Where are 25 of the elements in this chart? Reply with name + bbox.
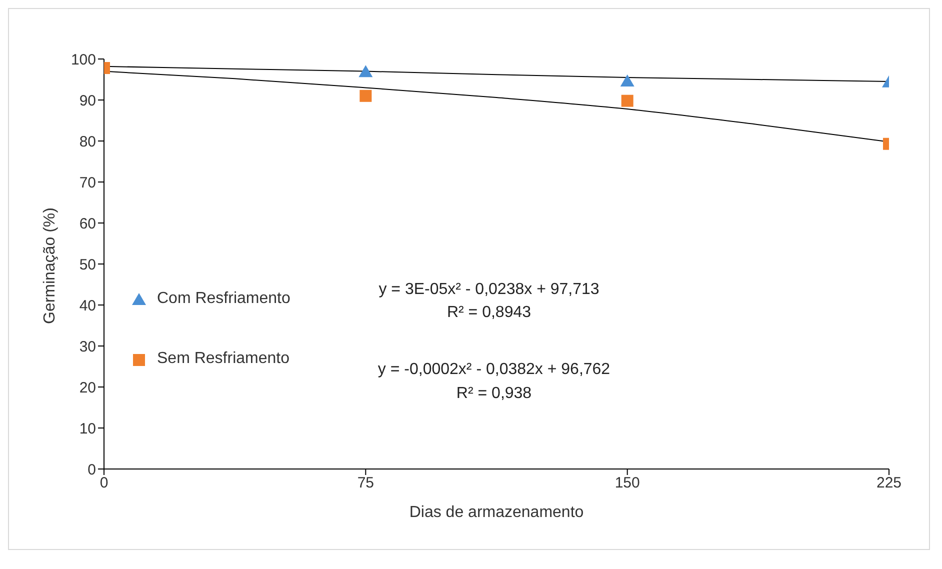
annotation: y = 3E-05x² - 0,0238x + 97,713 — [378, 281, 600, 298]
y-tick-label: 50 — [79, 256, 96, 274]
y-tick-label: 30 — [79, 338, 96, 356]
annotation: R² = 0,938 — [456, 385, 532, 402]
x-axis-title: Dias de armazenamento — [409, 504, 584, 521]
x-tick-label: 150 — [614, 474, 640, 492]
point — [620, 74, 634, 87]
x-tick-label: 225 — [876, 474, 902, 492]
y-tick-label: 0 — [88, 461, 96, 478]
point — [358, 65, 373, 78]
y-tick-label: 10 — [79, 420, 96, 438]
y-tick-label: 40 — [79, 297, 96, 314]
y-tick-label: 100 — [70, 51, 96, 68]
annotation: R² = 0,8943 — [446, 304, 532, 321]
y-tick-label: 90 — [79, 92, 96, 110]
y-axis-title: Germinação (%) — [42, 208, 59, 324]
y-tick-label: 80 — [79, 133, 96, 150]
x-tick-label: 0 — [100, 474, 108, 492]
y-tick-label: 60 — [79, 215, 96, 232]
annotation: y = -0,0002x² - 0,0382x + 96,762 — [378, 361, 610, 378]
legend-label: Sem Resfriamento — [157, 350, 290, 368]
y-tick-label: 70 — [79, 174, 96, 192]
legend-label: Com Resfriamento — [157, 290, 290, 308]
x-tick-label: 75 — [357, 474, 374, 492]
y-tick-label: 20 — [79, 379, 96, 396]
